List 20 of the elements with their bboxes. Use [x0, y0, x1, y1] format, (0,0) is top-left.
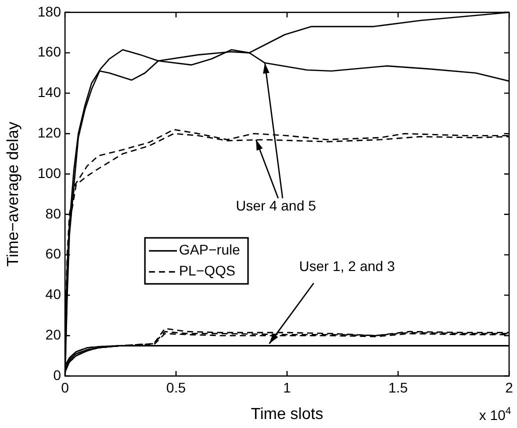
y-tick-label: 60	[45, 246, 62, 262]
x-tick-label: 1	[283, 379, 292, 396]
y-tick-label: 80	[45, 205, 62, 222]
x-tick-label: 2	[505, 379, 514, 396]
annotation: User 4 and 5	[236, 197, 316, 214]
annotation: User 1, 2 and 3	[299, 258, 396, 274]
legend-label: GAP−rule	[178, 242, 240, 258]
y-tick-label: 140	[38, 84, 62, 100]
legend-label: PL−QQS	[178, 262, 236, 279]
y-tick-label: 20	[45, 326, 62, 342]
y-tick-label: 180	[38, 3, 62, 20]
x-tick-label: 1.5	[388, 379, 408, 396]
y-tick-label: 160	[38, 44, 62, 60]
x-axis-title: Time slots	[250, 406, 324, 423]
y-tick-label: 0	[53, 366, 62, 383]
y-tick-label: 100	[38, 164, 62, 181]
x-tick-label: 0.5	[166, 379, 186, 396]
y-tick-label: 40	[45, 286, 62, 302]
y-tick-label: 120	[38, 124, 62, 140]
y-axis-title: Time−average delay	[5, 122, 22, 267]
